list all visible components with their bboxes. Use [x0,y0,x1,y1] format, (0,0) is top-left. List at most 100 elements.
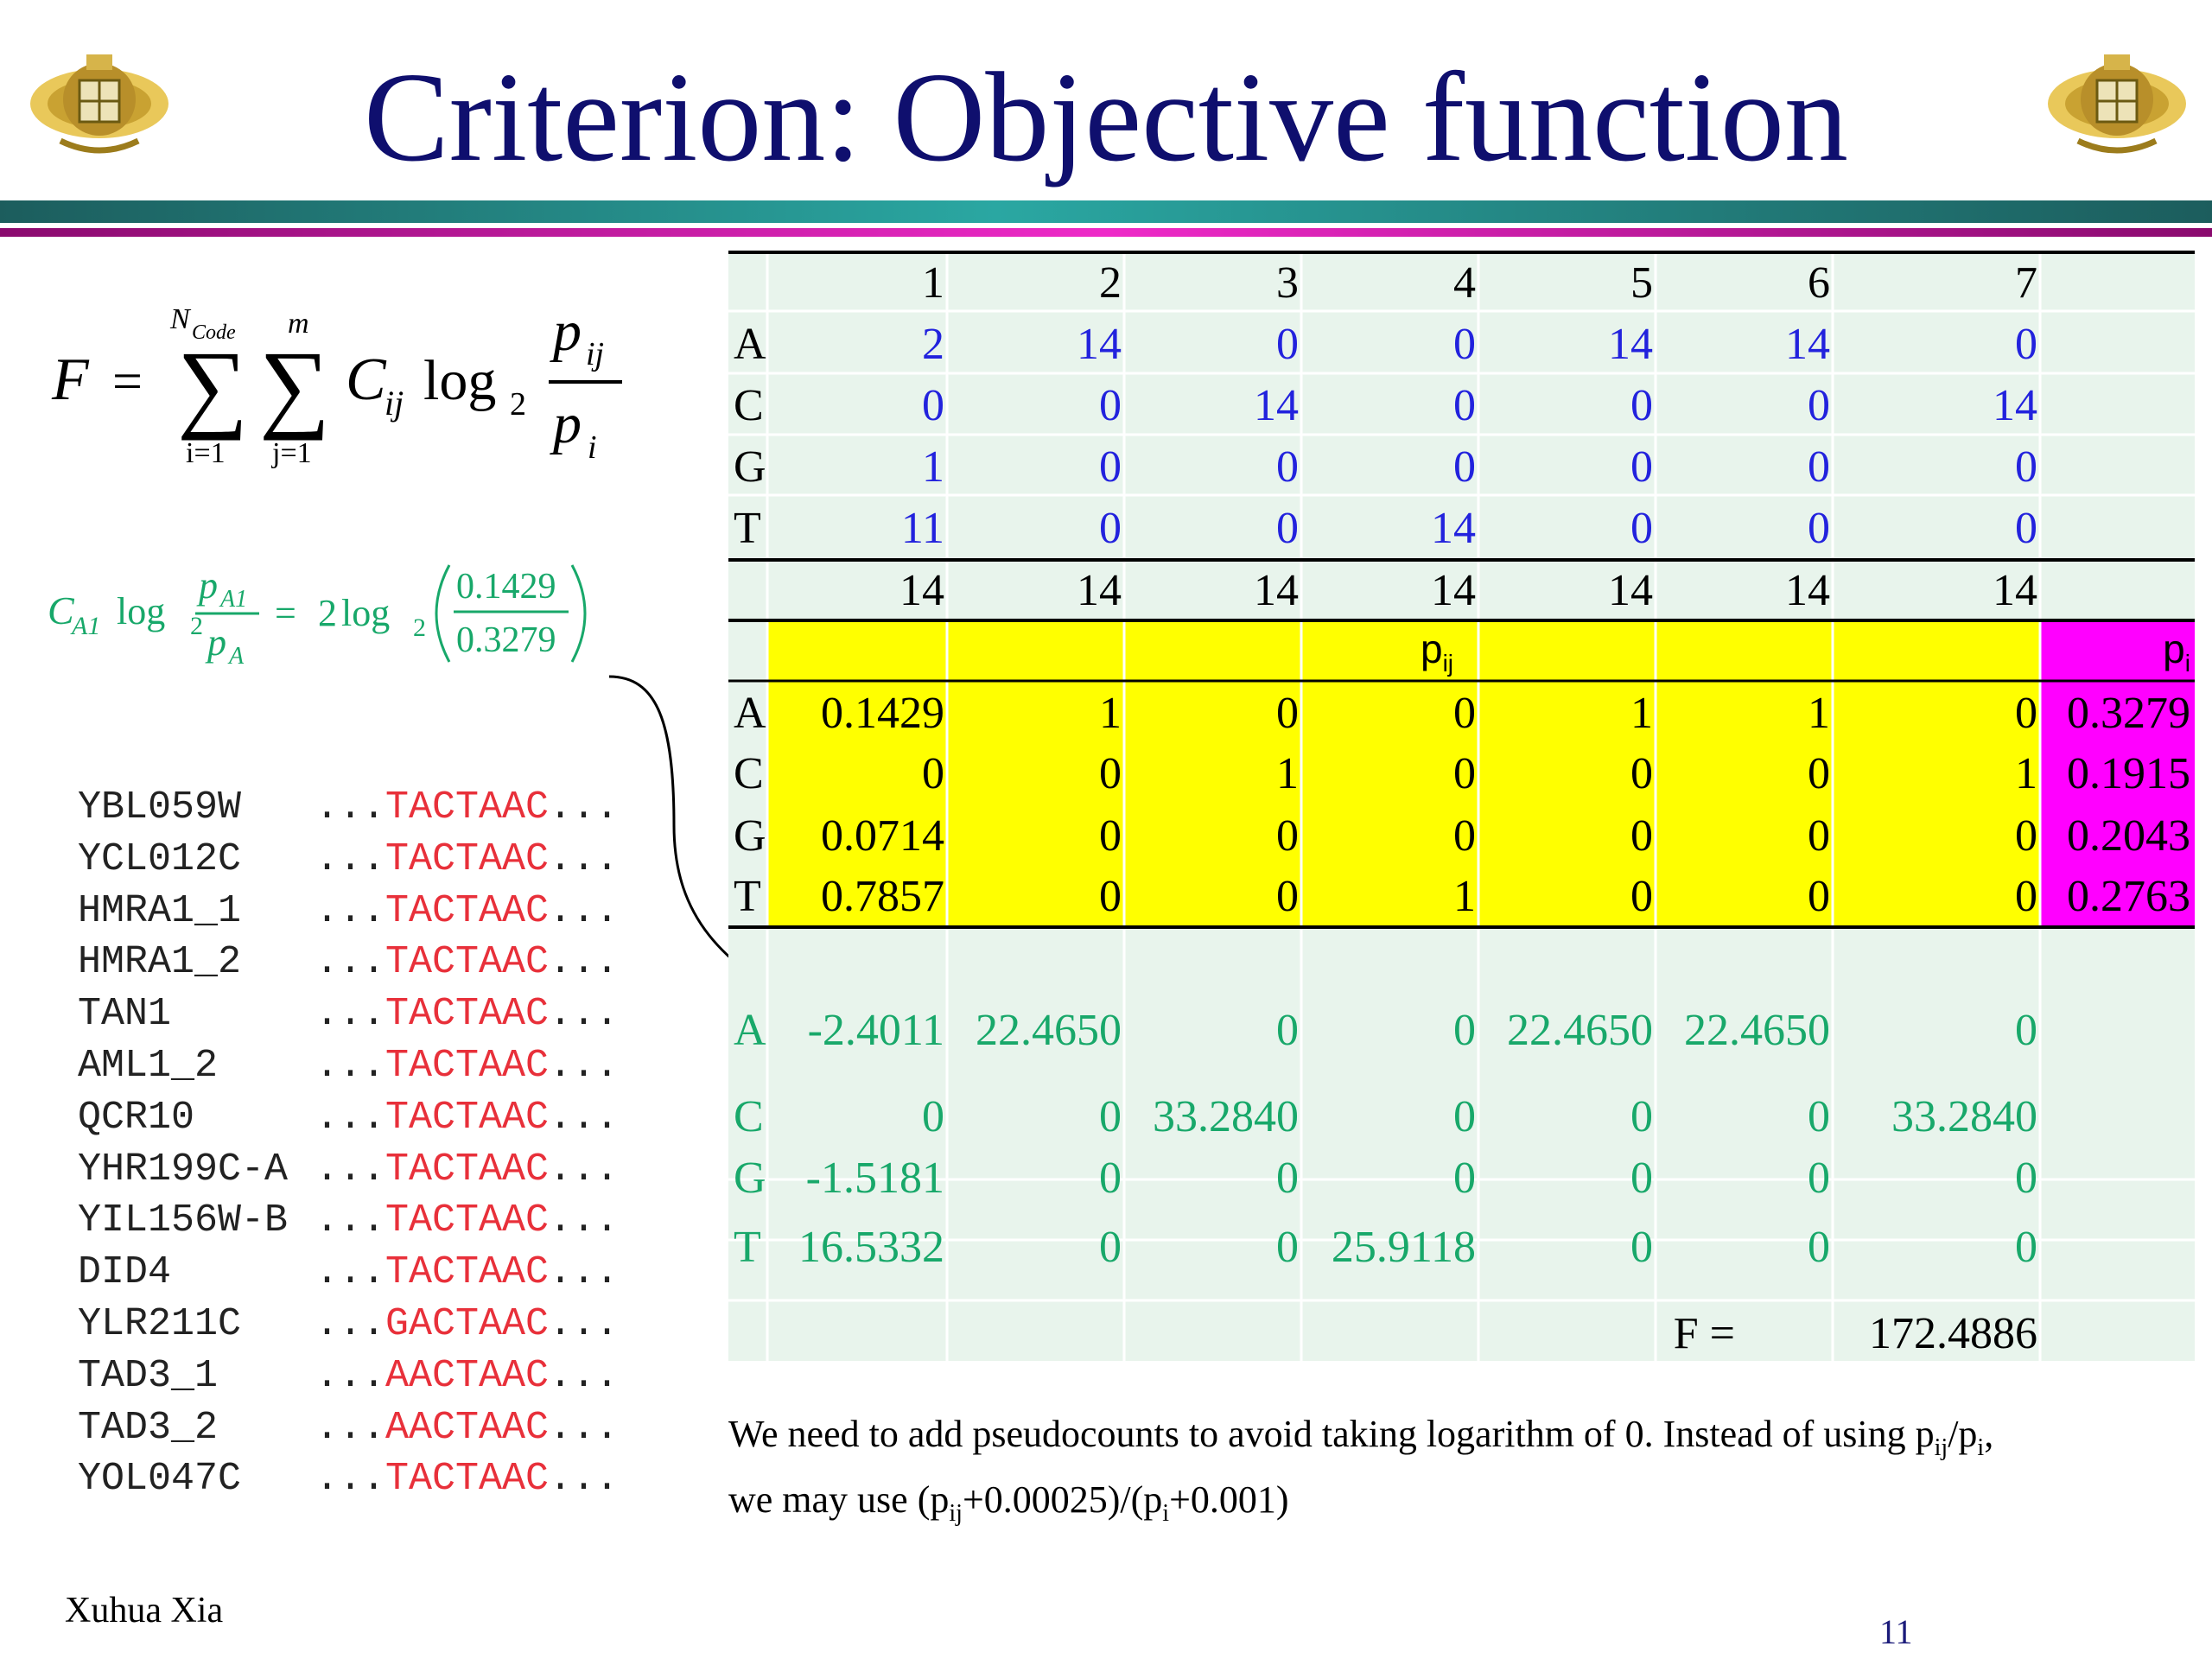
count-cell: 1 [922,442,944,492]
total-cell: 14 [899,566,944,615]
sequence-dots: ... [315,1095,386,1140]
pi-block [2040,620,2195,927]
contribution-cell: 0 [2015,1154,2037,1203]
pij-cell: 0 [1808,749,1830,798]
position-header: 6 [1808,258,1830,308]
motif-table: 1 2 3 4 5 6 7 A 2 14 0 0 14 14 0 C 0 0 14 0 0 0 14 G 1 0 0 0 0 0 0 T 11 0… [728,251,2195,1361]
contribution-cell: 0 [1808,1154,1830,1203]
example-num: p [196,564,218,607]
sequence-dots: ... [549,836,620,881]
example-log: log [117,590,165,632]
count-cell: 0 [1276,504,1299,553]
sequence-motif: AACTAAC [385,1405,550,1450]
sequence-row: YCL012C ...TACTAAC... [78,834,619,886]
sequence-name: TAD3_2 [78,1405,219,1450]
sequence-name: HMRA1_2 [78,940,242,985]
example-log2: log [341,592,390,634]
base-label: G [734,1154,766,1203]
contribution-cell: 22.4650 [976,1006,1122,1055]
contribution-cell: 16.5332 [798,1223,944,1272]
pij-cell: 0.1429 [821,689,944,738]
pseudocount-note: We need to add pseudocounts to avoid tak… [728,1408,2197,1540]
pij-cell: 0 [1453,749,1476,798]
pij-cell: 1 [1099,689,1122,738]
contribution-cell: 0 [2015,1223,2037,1272]
total-cell: 14 [1077,566,1122,615]
pij-cell: 1 [2015,749,2037,798]
sequence-row: DID4 ...TACTAAC... [78,1247,619,1299]
sequence-dots: ... [315,1147,386,1192]
sequence-dots: ... [549,992,620,1037]
sequence-motif: TACTAAC [385,1250,550,1295]
example-den: p [205,621,226,664]
sequence-dots: ... [315,785,386,830]
page-number: 11 [1879,1612,1913,1651]
pij-cell: 0 [1808,872,1830,921]
sequence-name: YCL012C [78,836,242,881]
objective-function-formula: F = ∑ N Code i=1 ∑ m j=1 C ij log 2 p ij… [51,300,622,469]
sequence-row: YBL059W ...TACTAAC... [78,782,619,834]
contribution-cell: 0 [1808,1092,1830,1141]
sum2-lower: j=1 [271,437,312,469]
sequence-row: AML1_2 ...TACTAAC... [78,1040,619,1092]
sequence-row: TAN1 ...TACTAAC... [78,988,619,1040]
count-cell: 0 [2015,504,2037,553]
contribution-cell: 0 [1099,1092,1122,1141]
pij-cell: 0 [1099,811,1122,861]
pij-cell: 0 [922,749,944,798]
base-label: A [734,320,766,369]
sum1-lower: i=1 [186,437,226,469]
example-equals: = [275,592,296,634]
formula-numerator: p [550,300,582,363]
sequence-dots: ... [315,1405,386,1450]
sequence-dots: ... [549,1095,620,1140]
total-cell: 14 [1254,566,1299,615]
count-cell: 0 [2015,320,2037,369]
sequence-motif: TACTAAC [385,1198,550,1243]
sequence-name: HMRA1_1 [78,888,242,933]
pij-cell: 1 [1630,689,1653,738]
example-calculation: C A1 log 2 p A1 p A = 2 log 2 0.1429 0.3… [48,564,587,670]
count-cell: 0 [1630,504,1653,553]
sequence-dots: ... [315,1353,386,1398]
sequence-name: AML1_2 [78,1043,219,1088]
total-cell: 14 [1608,566,1653,615]
sequence-name: YLR211C [78,1301,242,1346]
pij-cell: 0.7857 [821,872,944,921]
position-header: 5 [1630,258,1653,308]
sequence-dots: ... [549,1353,620,1398]
sequence-dots: ... [315,992,386,1037]
total-cell: 14 [1785,566,1830,615]
contribution-cell: 0 [2015,1006,2037,1055]
pij-cell: 0 [1276,872,1299,921]
sequence-dots: ... [549,888,620,933]
sequence-dots: ... [315,836,386,881]
sequence-name: TAN1 [78,992,172,1037]
sequence-dots: ... [549,785,620,830]
pij-cell: 0 [2015,811,2037,861]
pi-header: pi [2163,626,2190,677]
count-cell: 0 [1453,442,1476,492]
total-cell: 14 [1993,566,2037,615]
count-cell: 0 [1099,504,1122,553]
base-label: T [734,872,761,921]
contribution-cell: 0 [1453,1006,1476,1055]
pij-cell: 0 [2015,689,2037,738]
sequence-dots: ... [315,940,386,985]
pi-cell: 0.2043 [2067,811,2190,861]
example-val-den: 0.3279 [456,620,556,660]
formula-term: C [346,346,387,413]
sequence-name: DID4 [78,1250,172,1295]
pij-cell: 1 [1808,689,1830,738]
sequence-name: YIL156W-B [78,1198,289,1243]
contribution-cell: 0 [1630,1092,1653,1141]
count-cell: 14 [1993,381,2037,430]
base-label: C [734,749,764,798]
slide-title: Criterion: Objective function [364,47,1848,188]
base-label: T [734,504,761,553]
sequence-motif: TACTAAC [385,940,550,985]
university-crest-logo [30,54,168,154]
pij-cell: 0 [1276,811,1299,861]
base-label: C [734,1092,764,1141]
sequence-row: TAD3_1 ...AACTAAC... [78,1351,619,1402]
